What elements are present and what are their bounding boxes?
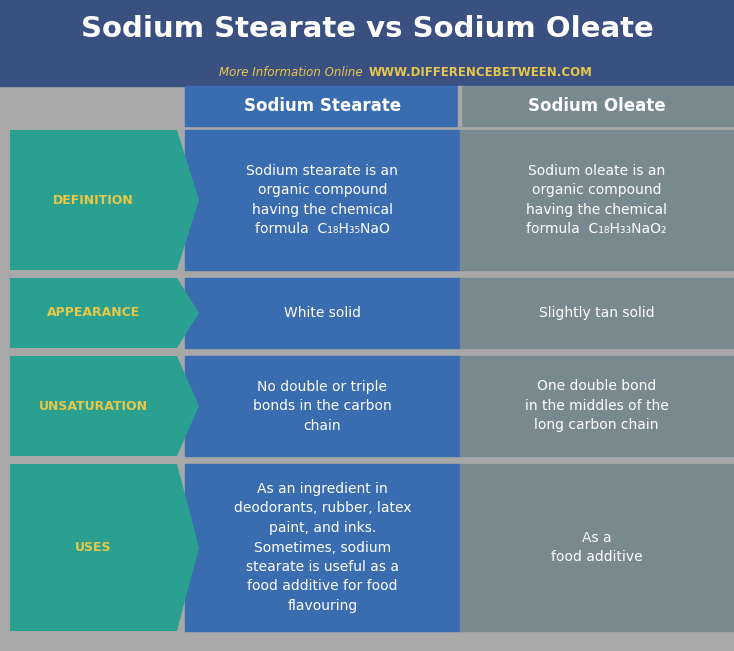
Bar bbox=[459, 356, 734, 456]
Text: As an ingredient in
deodorants, rubber, latex
paint, and inks.
Sometimes, sodium: As an ingredient in deodorants, rubber, … bbox=[233, 482, 411, 613]
Bar bbox=[185, 86, 459, 126]
Text: Sodium Oleate: Sodium Oleate bbox=[528, 97, 666, 115]
Text: WWW.DIFFERENCEBETWEEN.COM: WWW.DIFFERENCEBETWEEN.COM bbox=[369, 66, 593, 79]
Text: USES: USES bbox=[76, 541, 112, 554]
Text: Sodium stearate is an
organic compound
having the chemical
formula  C₁₈H₃₅NaO: Sodium stearate is an organic compound h… bbox=[247, 164, 398, 236]
Bar bbox=[459, 278, 734, 348]
Text: APPEARANCE: APPEARANCE bbox=[47, 307, 140, 320]
Bar bbox=[0, 58, 734, 86]
Text: As a
food additive: As a food additive bbox=[551, 531, 642, 564]
Bar bbox=[185, 130, 459, 270]
Text: No double or triple
bonds in the carbon
chain: No double or triple bonds in the carbon … bbox=[253, 380, 392, 432]
Text: Sodium Stearate: Sodium Stearate bbox=[244, 97, 401, 115]
Bar bbox=[185, 464, 459, 631]
Bar bbox=[0, 0, 734, 58]
Bar bbox=[185, 356, 459, 456]
Bar bbox=[458, 86, 461, 126]
Text: Slightly tan solid: Slightly tan solid bbox=[539, 306, 655, 320]
Bar bbox=[459, 86, 734, 126]
Polygon shape bbox=[10, 356, 199, 456]
Text: Sodium Stearate vs Sodium Oleate: Sodium Stearate vs Sodium Oleate bbox=[81, 15, 653, 43]
Text: One double bond
in the middles of the
long carbon chain: One double bond in the middles of the lo… bbox=[525, 380, 669, 432]
Polygon shape bbox=[10, 464, 199, 631]
Text: White solid: White solid bbox=[284, 306, 360, 320]
Text: DEFINITION: DEFINITION bbox=[53, 193, 134, 206]
Polygon shape bbox=[10, 278, 199, 348]
Text: Sodium oleate is an
organic compound
having the chemical
formula  C₁₈H₃₃NaO₂: Sodium oleate is an organic compound hav… bbox=[526, 164, 667, 236]
Bar bbox=[459, 464, 734, 631]
Bar bbox=[185, 278, 459, 348]
Text: UNSATURATION: UNSATURATION bbox=[39, 400, 148, 413]
Text: More Information Online: More Information Online bbox=[219, 66, 363, 79]
Bar bbox=[459, 130, 734, 270]
Polygon shape bbox=[10, 130, 199, 270]
